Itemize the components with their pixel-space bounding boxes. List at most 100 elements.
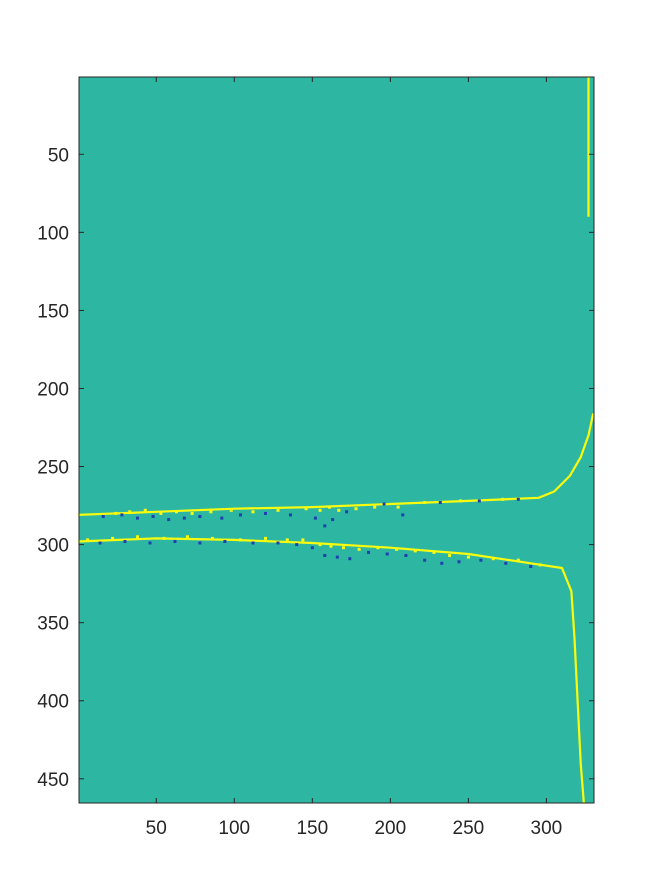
axes-frame — [78, 76, 595, 804]
speckle-35 — [438, 501, 442, 504]
speckle-17 — [251, 510, 255, 514]
speckle-74 — [432, 550, 436, 554]
speckle-81 — [504, 561, 508, 565]
speckle-45 — [148, 541, 152, 545]
speckle-39 — [516, 497, 520, 501]
speckle-75 — [440, 561, 444, 565]
speckle-71 — [404, 554, 408, 557]
y-tick-label-400: 400 — [37, 692, 69, 713]
speckle-23 — [318, 508, 322, 512]
speckle-5 — [143, 508, 147, 512]
speckle-33 — [401, 513, 405, 517]
speckle-73 — [423, 558, 427, 562]
speckle-37 — [477, 499, 481, 503]
speckle-46 — [162, 536, 166, 540]
speckle-57 — [295, 543, 299, 547]
speckle-69 — [385, 552, 389, 556]
speckle-51 — [223, 540, 227, 543]
speckle-65 — [348, 557, 352, 561]
speckle-19 — [276, 508, 280, 512]
speckle-43 — [123, 540, 127, 543]
y-tick-label-150: 150 — [37, 301, 69, 322]
x-tick-label-100: 100 — [218, 818, 250, 839]
speckle-42 — [111, 536, 115, 540]
speckle-48 — [186, 535, 189, 539]
speckle-76 — [448, 554, 452, 557]
speckle-20 — [289, 513, 292, 517]
speckle-2 — [120, 513, 124, 517]
x-tick-label-200: 200 — [374, 818, 406, 839]
speckle-83 — [529, 565, 533, 568]
plot-area — [78, 76, 595, 804]
speckle-8 — [167, 518, 171, 522]
speckle-50 — [210, 536, 214, 540]
x-axis: 50 100 150 200 250 300 — [146, 77, 563, 839]
speckle-44 — [136, 535, 139, 539]
speckle-15 — [229, 508, 233, 512]
speckle-82 — [516, 558, 520, 562]
y-tick-label-350: 350 — [37, 614, 69, 635]
speckle-55 — [276, 541, 280, 545]
speckle-78 — [466, 555, 470, 559]
speckle-58 — [301, 538, 305, 542]
speckle-79 — [479, 558, 483, 562]
speckle-60 — [318, 543, 322, 547]
speckle-47 — [173, 540, 177, 543]
speckle-26 — [331, 518, 335, 522]
speckle-25 — [328, 505, 331, 509]
speckle-16 — [239, 513, 242, 517]
y-tick-label-250: 250 — [37, 458, 69, 479]
speckle-64 — [342, 546, 345, 550]
speckle-14 — [220, 516, 224, 520]
speckle-67 — [367, 550, 370, 554]
speckle-56 — [285, 538, 289, 542]
speckle-13 — [209, 510, 213, 514]
speckle-10 — [182, 516, 186, 520]
speckle-34 — [423, 501, 427, 504]
speckle-77 — [457, 560, 461, 564]
speckle-11 — [190, 511, 194, 515]
speckle-27 — [337, 508, 341, 512]
y-tick-label-450: 450 — [37, 770, 69, 791]
y-tick-label-50: 50 — [48, 145, 69, 166]
speckle-22 — [313, 516, 317, 520]
speckle-32 — [396, 505, 400, 509]
speckle-40 — [86, 538, 90, 542]
speckle-9 — [175, 510, 178, 514]
speckle-68 — [376, 546, 380, 550]
speckle-59 — [310, 546, 314, 550]
speckle-70 — [395, 547, 399, 551]
speckle-38 — [501, 497, 505, 501]
y-tick-label-100: 100 — [37, 223, 69, 244]
speckle-61 — [323, 554, 327, 557]
speckle-4 — [136, 516, 139, 520]
y-tick-label-300: 300 — [37, 536, 69, 557]
speckle-6 — [151, 515, 155, 518]
speckle-1 — [114, 511, 118, 515]
speckle-28 — [345, 510, 349, 514]
speckle-3 — [128, 510, 132, 514]
speckle-52 — [239, 538, 242, 542]
y-tick-label-200: 200 — [37, 379, 69, 400]
speckle-53 — [251, 541, 255, 545]
speckle-29 — [354, 507, 358, 511]
speckle-7 — [159, 511, 163, 515]
heatmap-background — [79, 77, 594, 803]
speckle-54 — [264, 536, 267, 540]
speckle-12 — [198, 515, 202, 518]
speckle-80 — [491, 557, 495, 561]
speckle-21 — [304, 507, 308, 511]
lower-band — [78, 537, 585, 804]
x-tick-label-150: 150 — [296, 818, 328, 839]
speckle-62 — [329, 544, 333, 548]
speckle-72 — [413, 549, 417, 553]
y-axis: 50 100 150 200 250 300 350 400 450 — [37, 145, 594, 791]
speckle-31 — [382, 502, 386, 506]
speckle-36 — [459, 499, 463, 503]
x-tick-label-50: 50 — [146, 818, 167, 839]
speckle-66 — [357, 547, 361, 551]
speckle-84 — [538, 563, 542, 567]
speckle-63 — [335, 555, 339, 559]
x-tick-label-300: 300 — [531, 818, 563, 839]
